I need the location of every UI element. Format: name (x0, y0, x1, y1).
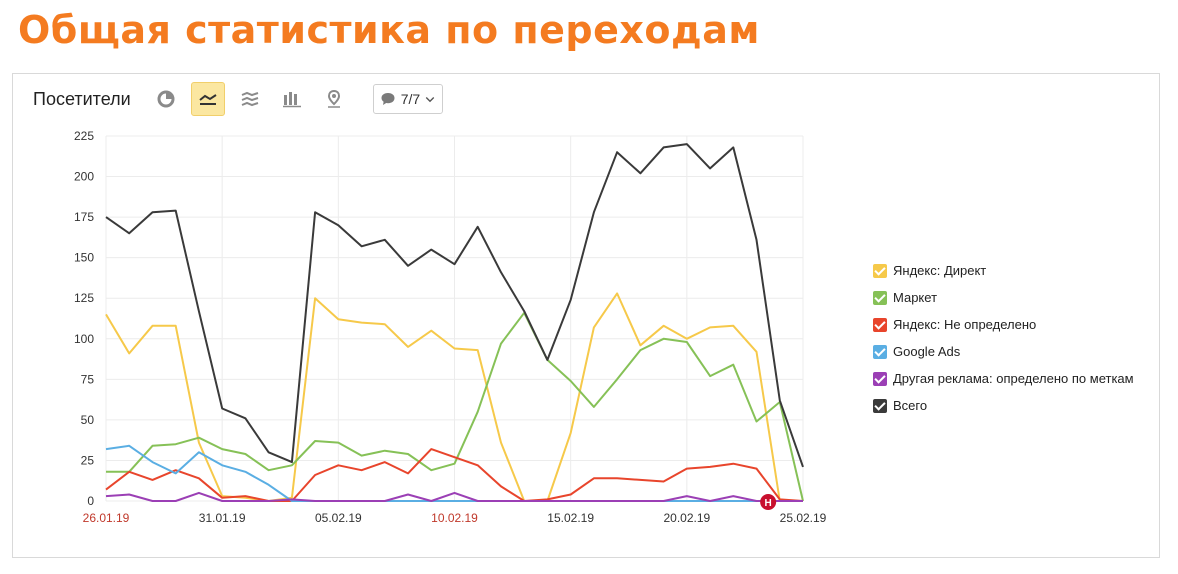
chevron-down-icon (425, 97, 435, 103)
page-title: Общая статистика по переходам (18, 8, 760, 52)
legend-checkbox[interactable] (873, 371, 887, 386)
legend-item[interactable]: Google Ads (873, 338, 1134, 365)
legend-checkbox[interactable] (873, 263, 887, 278)
y-tick-label: 200 (74, 170, 94, 184)
y-tick-label: 125 (74, 291, 94, 305)
x-tick-label: 20.02.19 (663, 511, 710, 525)
legend-item[interactable]: Яндекс: Не определено (873, 311, 1134, 338)
comment-icon (381, 93, 395, 105)
metric-label: Посетители (33, 88, 131, 109)
x-tick-label: 25.02.19 (780, 511, 827, 525)
chart-legend: Яндекс: Директ Маркет Яндекс: Не определен… (873, 257, 1134, 419)
legend-label: Маркет (893, 290, 938, 305)
legend-item[interactable]: Всего (873, 392, 1134, 419)
legend-item[interactable]: Другая реклама: определено по меткам (873, 365, 1134, 392)
legend-label: Всего (893, 398, 928, 413)
y-tick-label: 25 (81, 453, 95, 467)
series-line (106, 311, 804, 502)
legend-label: Яндекс: Директ (893, 263, 987, 278)
area-chart-icon (241, 91, 259, 107)
map-icon (327, 89, 340, 108)
x-tick-label: 05.02.19 (315, 511, 362, 525)
line-chart-button[interactable] (190, 82, 225, 116)
y-tick-label: 100 (74, 332, 94, 346)
y-tick-label: 75 (81, 372, 95, 386)
legend-label: Другая реклама: определено по меткам (893, 371, 1134, 386)
legend-checkbox[interactable] (873, 344, 887, 359)
y-tick-label: 0 (87, 494, 94, 508)
series-line (105, 292, 803, 502)
pie-chart-button[interactable] (149, 82, 183, 116)
legend-checkbox[interactable] (873, 317, 887, 332)
y-tick-label: 175 (74, 210, 94, 224)
series-line (105, 143, 804, 468)
y-tick-label: 50 (81, 413, 95, 427)
legend-label: Google Ads (893, 344, 961, 359)
pie-chart-icon (157, 90, 175, 108)
area-chart-button[interactable] (233, 82, 267, 116)
series-line (105, 448, 804, 502)
line-chart-icon (199, 94, 217, 105)
holiday-marker (760, 494, 777, 510)
bar-chart-button[interactable] (275, 82, 309, 116)
map-button[interactable] (317, 82, 351, 116)
x-tick-label: 10.02.19 (431, 511, 478, 525)
x-tick-label: 26.01.19 (83, 511, 130, 525)
holiday-marker-label: Н (765, 498, 772, 509)
legend-checkbox[interactable] (873, 290, 887, 305)
series-line (105, 491, 803, 502)
x-tick-label: 15.02.19 (547, 511, 594, 525)
legend-label: Яндекс: Не определено (893, 317, 1037, 332)
legend-checkbox[interactable] (873, 398, 887, 413)
legend-item[interactable]: Маркет (873, 284, 1134, 311)
chart-panel: Посетители (12, 73, 1160, 558)
series-line (105, 444, 803, 502)
x-tick-label: 31.01.19 (199, 511, 246, 525)
chart-toolbar: Посетители (33, 82, 444, 116)
y-tick-label: 225 (74, 129, 94, 143)
series-selector[interactable]: 7/7 (372, 84, 444, 114)
legend-item[interactable]: Яндекс: Директ (873, 257, 1134, 284)
bar-chart-icon (282, 92, 301, 108)
line-chart: 0 25 50 75 100 125 150 175 200 225 26.01.19 31.01.1… (74, 129, 827, 525)
series-selector-value: 7/7 (400, 91, 421, 107)
y-tick-label: 150 (74, 251, 94, 265)
